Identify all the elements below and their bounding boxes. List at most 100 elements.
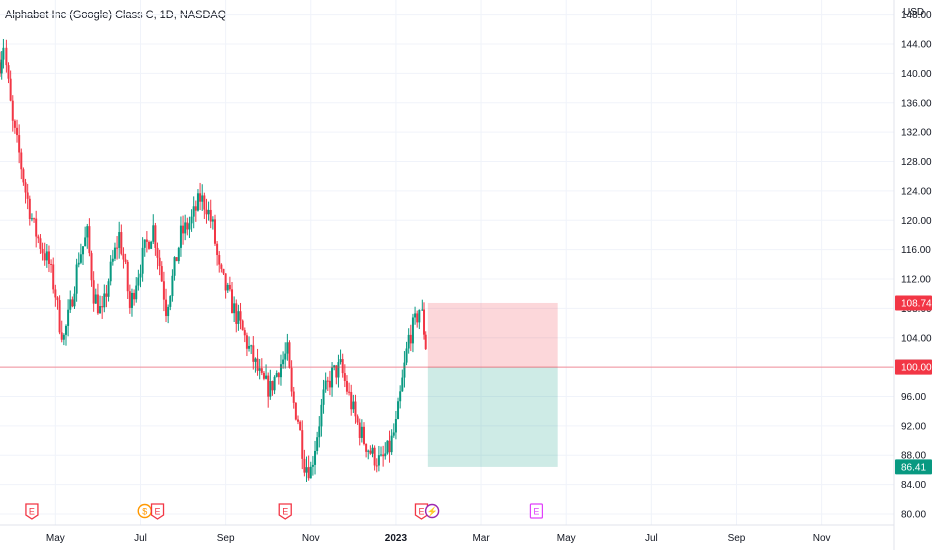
candle-body bbox=[360, 426, 363, 438]
candle-body bbox=[101, 306, 104, 308]
y-tick-label: 112.00 bbox=[901, 275, 931, 286]
candle-body bbox=[316, 437, 319, 451]
x-tick-label: Jul bbox=[645, 533, 658, 544]
y-tick-label: 144.00 bbox=[901, 40, 932, 51]
candle-body bbox=[377, 455, 380, 466]
y-tick-label: 84.00 bbox=[901, 480, 926, 491]
x-tick-label: Nov bbox=[813, 533, 831, 544]
candle-body bbox=[116, 247, 119, 249]
candle-body bbox=[324, 380, 327, 390]
candle-body bbox=[305, 467, 308, 473]
candle-body bbox=[322, 389, 325, 405]
candle-body bbox=[13, 120, 16, 128]
candle-body bbox=[169, 296, 172, 307]
candle-body bbox=[226, 284, 229, 291]
candle-body bbox=[405, 348, 408, 363]
x-tick-label: Mar bbox=[472, 533, 490, 544]
price-tag: 86.41 bbox=[895, 459, 932, 475]
candle-body bbox=[341, 359, 344, 374]
candle-body bbox=[30, 218, 33, 220]
stop-loss-zone bbox=[427, 302, 558, 368]
candle-body bbox=[88, 226, 91, 254]
candle-body bbox=[39, 238, 42, 249]
earnings-icon[interactable]: E bbox=[25, 503, 39, 520]
candle-body bbox=[343, 373, 346, 381]
candle-body bbox=[228, 284, 231, 290]
candle-body bbox=[120, 232, 123, 254]
candle-body bbox=[201, 195, 204, 202]
candle-body bbox=[345, 380, 348, 392]
candle-body bbox=[414, 313, 417, 318]
candle-body bbox=[148, 241, 150, 249]
candle-body bbox=[77, 262, 80, 265]
candle-body bbox=[56, 297, 59, 301]
event-label: E bbox=[29, 507, 35, 517]
candle-body bbox=[277, 373, 280, 378]
candle-body bbox=[179, 225, 182, 248]
candle-body bbox=[33, 218, 36, 220]
candle-body bbox=[233, 303, 236, 314]
earnings-icon[interactable]: E bbox=[278, 503, 292, 520]
candle-body bbox=[111, 258, 114, 262]
candle-body bbox=[213, 219, 216, 244]
candle-body bbox=[279, 364, 282, 378]
candle-body bbox=[207, 209, 210, 215]
candle-body bbox=[260, 368, 263, 373]
candle-body bbox=[292, 391, 295, 403]
candle-body bbox=[41, 248, 44, 254]
y-tick-label: 128.00 bbox=[901, 157, 932, 168]
position-tool[interactable] bbox=[427, 302, 558, 467]
candle-body bbox=[171, 275, 174, 297]
earnings-icon[interactable]: E bbox=[150, 503, 165, 520]
candle-body bbox=[421, 309, 424, 311]
x-tick-label: Sep bbox=[728, 533, 746, 544]
candle-body bbox=[265, 375, 268, 379]
event-markers: E $ E E E ⚡ E bbox=[25, 503, 544, 520]
candle-body bbox=[331, 367, 334, 388]
x-tick-label: Jul bbox=[134, 533, 147, 544]
candle-body bbox=[145, 239, 148, 242]
candle-body bbox=[109, 261, 112, 282]
currency-label: USD bbox=[903, 7, 925, 18]
event-label: ⚡ bbox=[426, 506, 437, 518]
dividend-icon[interactable]: $ bbox=[137, 503, 152, 519]
candle-body bbox=[139, 273, 142, 278]
candle-body bbox=[79, 254, 82, 263]
candle-body bbox=[96, 294, 99, 314]
candle-body bbox=[256, 358, 259, 371]
candle-body bbox=[258, 368, 261, 371]
earnings-icon[interactable]: E bbox=[414, 503, 429, 520]
candle-body bbox=[222, 268, 225, 274]
earnings-icon[interactable]: E bbox=[529, 503, 544, 519]
candle-body bbox=[90, 253, 93, 281]
candle-body bbox=[103, 293, 106, 308]
candle-body bbox=[297, 419, 299, 422]
candle-body bbox=[165, 299, 168, 317]
candle-body bbox=[152, 225, 155, 242]
candle-body bbox=[311, 464, 314, 467]
candle-body bbox=[118, 232, 121, 248]
candle-body bbox=[369, 450, 372, 454]
candle-body bbox=[235, 303, 238, 324]
event-label: E bbox=[533, 507, 539, 517]
candle-body bbox=[301, 430, 304, 459]
candle-body bbox=[64, 325, 67, 335]
candle-body bbox=[380, 454, 383, 456]
candle-body bbox=[416, 313, 419, 323]
candle-body bbox=[275, 373, 278, 377]
candle-body bbox=[358, 422, 361, 438]
candle-body bbox=[141, 247, 144, 274]
candle-body bbox=[182, 225, 185, 234]
candle-body bbox=[375, 465, 378, 467]
x-tick-label: May bbox=[46, 533, 65, 544]
price-tag-label: 108.74 bbox=[901, 298, 932, 309]
candle-body bbox=[154, 225, 157, 248]
candle-body bbox=[135, 285, 138, 300]
candle-body bbox=[199, 193, 202, 202]
y-tick-label: 148.00 bbox=[901, 10, 932, 21]
x-tick-label: Sep bbox=[217, 533, 235, 544]
split-icon[interactable]: ⚡ bbox=[424, 503, 440, 519]
candle-body bbox=[290, 367, 293, 392]
